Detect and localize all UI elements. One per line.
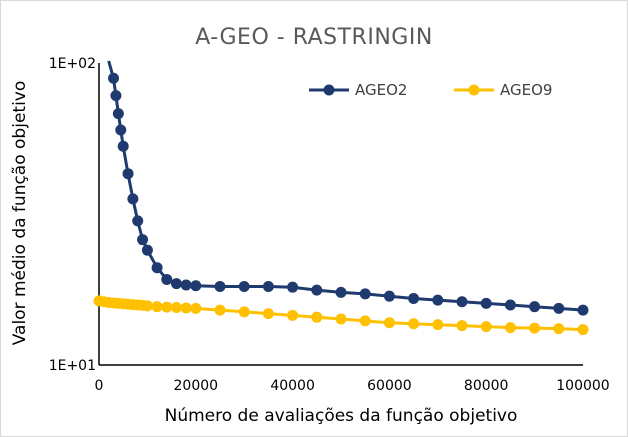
data-point-ageo9 bbox=[504, 322, 516, 334]
legend-marker-ageo2 bbox=[323, 84, 335, 96]
data-point-ageo9 bbox=[359, 315, 371, 327]
data-point-ageo2 bbox=[262, 280, 274, 292]
data-point-ageo9 bbox=[383, 317, 395, 329]
data-point-ageo2 bbox=[117, 140, 129, 152]
y-tick-label: 1E+01 bbox=[49, 358, 96, 374]
data-point-ageo2 bbox=[480, 297, 492, 309]
y-axis-label: Valor médio da função objetivo bbox=[10, 81, 30, 346]
data-point-ageo2 bbox=[553, 302, 565, 314]
legend-marker-ageo9 bbox=[468, 84, 480, 96]
data-point-ageo9 bbox=[408, 318, 420, 330]
x-tick-label: 20000 bbox=[174, 378, 219, 394]
data-point-ageo9 bbox=[311, 311, 323, 323]
data-point-ageo2 bbox=[504, 299, 516, 311]
data-point-ageo2 bbox=[311, 284, 323, 296]
series-layer bbox=[93, 60, 589, 336]
data-point-ageo9 bbox=[432, 319, 444, 331]
data-point-ageo2 bbox=[432, 294, 444, 306]
data-point-ageo2 bbox=[238, 280, 250, 292]
data-point-ageo2 bbox=[151, 262, 163, 274]
data-point-ageo9 bbox=[287, 309, 299, 321]
data-point-ageo2 bbox=[137, 234, 149, 246]
x-tick-label: 60000 bbox=[367, 378, 412, 394]
data-point-ageo9 bbox=[262, 308, 274, 320]
data-point-ageo9 bbox=[151, 301, 163, 313]
data-point-ageo2 bbox=[127, 193, 139, 205]
x-axis-label: Número de avaliações da função objetivo bbox=[165, 406, 518, 426]
x-tick-label: 40000 bbox=[270, 378, 315, 394]
data-point-ageo2 bbox=[214, 280, 226, 292]
data-point-ageo2 bbox=[110, 90, 122, 102]
data-point-ageo2 bbox=[383, 290, 395, 302]
data-point-ageo9 bbox=[456, 320, 468, 332]
x-tick-label: 100000 bbox=[556, 378, 609, 394]
data-point-ageo9 bbox=[553, 323, 565, 335]
data-point-ageo2 bbox=[190, 280, 202, 292]
data-point-ageo2 bbox=[108, 72, 120, 84]
y-tick-label: 1E+02 bbox=[49, 56, 96, 72]
data-point-ageo2 bbox=[132, 215, 144, 227]
data-point-ageo9 bbox=[238, 306, 250, 318]
data-point-ageo9 bbox=[529, 322, 541, 334]
legend: AGEO2 AGEO9 bbox=[309, 81, 552, 99]
data-point-ageo9 bbox=[335, 313, 347, 325]
data-point-ageo9 bbox=[161, 301, 173, 313]
chart-title: A-GEO - RASTRINGIN bbox=[195, 25, 433, 50]
data-point-ageo2 bbox=[161, 273, 173, 285]
data-point-ageo2 bbox=[180, 279, 192, 291]
data-point-ageo2 bbox=[529, 301, 541, 313]
data-point-ageo9 bbox=[480, 321, 492, 333]
data-point-ageo2 bbox=[115, 124, 127, 136]
data-point-ageo9 bbox=[577, 324, 589, 336]
y-tick-labels: 1E+01 1E+02 bbox=[49, 56, 96, 374]
data-point-ageo2 bbox=[141, 244, 153, 256]
legend-label-ageo9: AGEO9 bbox=[500, 81, 552, 99]
data-point-ageo2 bbox=[112, 108, 124, 120]
data-point-ageo2 bbox=[359, 288, 371, 300]
data-point-ageo9 bbox=[170, 302, 182, 314]
data-point-ageo2 bbox=[170, 278, 182, 290]
x-tick-label: 80000 bbox=[464, 378, 509, 394]
data-point-ageo2 bbox=[456, 296, 468, 308]
x-tick-label: 0 bbox=[95, 378, 104, 394]
data-point-ageo9 bbox=[190, 302, 202, 314]
data-point-ageo9 bbox=[214, 304, 226, 316]
data-point-ageo2 bbox=[122, 168, 134, 180]
legend-label-ageo2: AGEO2 bbox=[355, 81, 407, 99]
data-point-ageo2 bbox=[287, 281, 299, 293]
data-point-ageo2 bbox=[577, 304, 589, 316]
data-point-ageo2 bbox=[408, 293, 420, 305]
x-tick-labels: 0 20000 40000 60000 80000 100000 bbox=[95, 378, 610, 394]
data-point-ageo9 bbox=[141, 300, 153, 312]
data-point-ageo9 bbox=[180, 302, 192, 314]
data-point-ageo2 bbox=[335, 286, 347, 298]
